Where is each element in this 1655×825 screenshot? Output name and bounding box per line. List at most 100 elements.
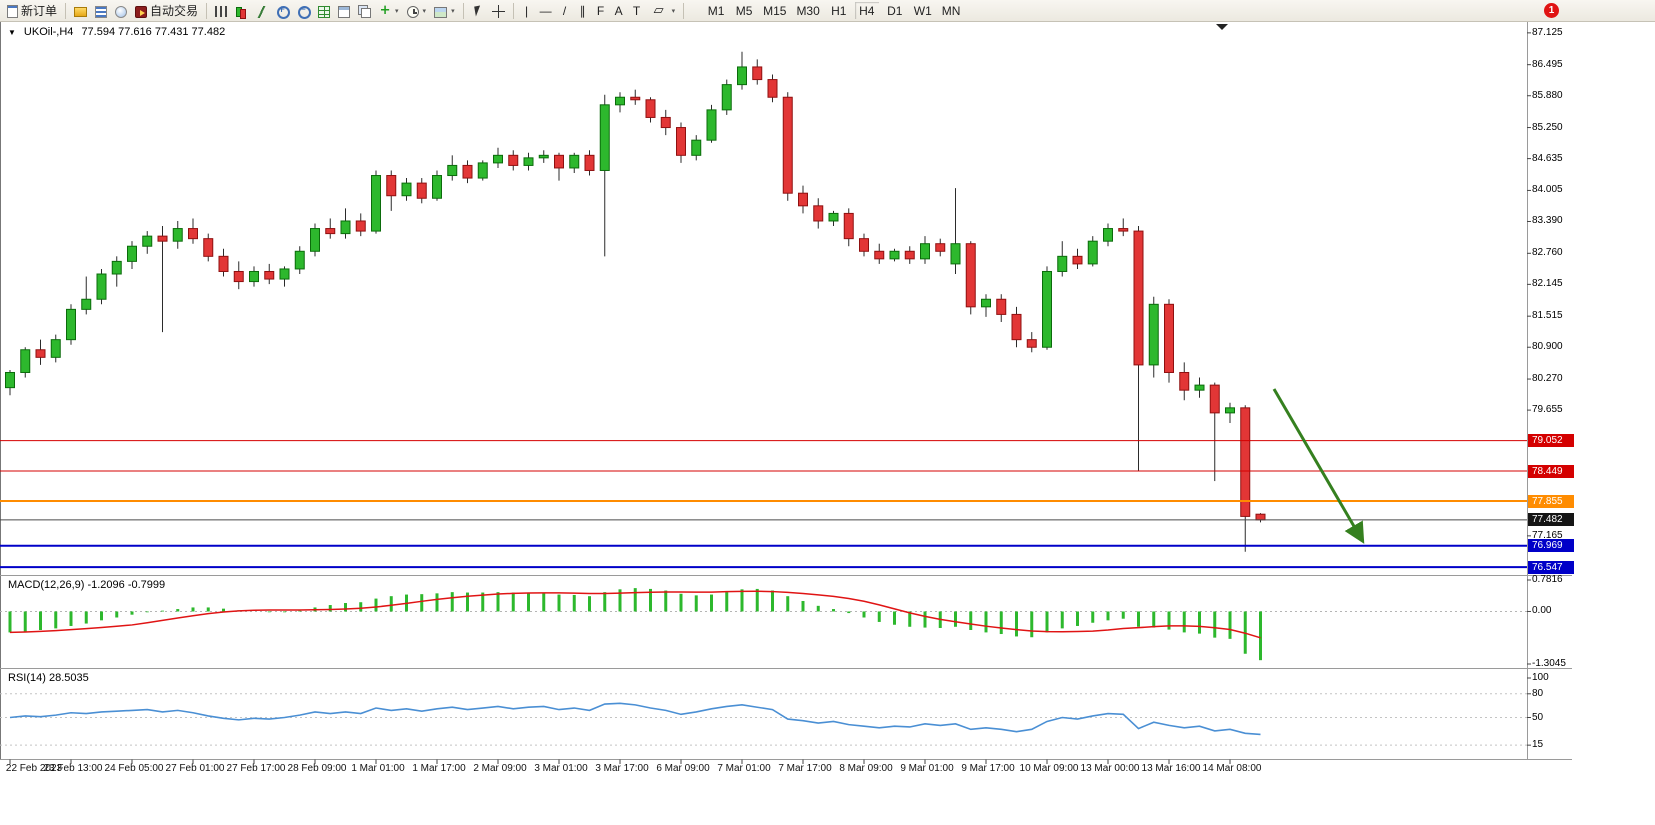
templates-button[interactable] <box>70 1 91 20</box>
candle-body-up <box>569 154 580 169</box>
add-indicator-button[interactable]: ▾ <box>375 1 403 20</box>
market-watch-button[interactable] <box>91 1 111 20</box>
timeframe-m1[interactable]: M1 <box>703 1 729 20</box>
tile-windows-button[interactable] <box>334 1 354 20</box>
candle <box>1087 236 1098 267</box>
candle <box>1133 226 1144 471</box>
candle-body-down <box>218 255 229 272</box>
timeframe-h1[interactable]: H1 <box>826 1 852 20</box>
candle-body-up <box>1225 407 1235 414</box>
candle-body-down <box>965 243 976 308</box>
candle <box>172 220 183 249</box>
add-indicator-icon <box>379 4 391 17</box>
autotrading-button[interactable]: 自动交易 <box>131 1 202 20</box>
candle <box>386 170 397 211</box>
text-tool-button[interactable]: A <box>610 1 628 20</box>
annotation-arrow[interactable] <box>1272 388 1365 544</box>
snapshot-button[interactable]: ▾ <box>430 1 459 20</box>
scroll-end-marker[interactable] <box>1216 24 1228 30</box>
crosshair-button[interactable] <box>488 1 509 20</box>
candle-body-up <box>981 298 991 308</box>
zoom-in-icon <box>276 5 291 19</box>
candle-body-down <box>904 250 915 260</box>
candle <box>127 241 137 269</box>
candle <box>599 94 610 257</box>
timeframe-m5[interactable]: M5 <box>731 1 757 20</box>
candle-body-down <box>35 349 46 358</box>
candle <box>1103 223 1113 247</box>
shapes-button[interactable]: ▱ ▾ <box>646 1 680 20</box>
new-order-label: 新订单 <box>21 4 58 18</box>
timeframe-d1[interactable]: D1 <box>882 1 908 20</box>
trendline-button[interactable]: / <box>556 1 574 20</box>
timeframe-group: M1 M5 M15 M30 H1 H4 D1 W1 MN <box>702 1 965 20</box>
line-chart-icon <box>255 5 269 18</box>
candle-body-down <box>798 192 808 207</box>
candle <box>249 266 259 287</box>
candle <box>111 256 122 287</box>
candle-body-down <box>782 96 793 194</box>
candle <box>630 89 641 105</box>
timeframe-m15[interactable]: M15 <box>759 1 790 20</box>
candle-body-down <box>157 235 168 242</box>
candle <box>523 152 534 171</box>
candlestick-chart-icon <box>235 5 247 19</box>
candle <box>1148 296 1159 378</box>
candle <box>721 79 732 115</box>
channel-button[interactable]: ∥ <box>574 1 592 20</box>
navigator-icon <box>115 5 128 18</box>
clock-icon <box>406 5 419 18</box>
bar-chart-button[interactable] <box>211 1 231 20</box>
dropdown-caret-icon: ▾ <box>422 6 427 15</box>
candle <box>310 223 320 257</box>
grid-button[interactable] <box>314 1 334 20</box>
zoom-out-button[interactable] <box>293 1 314 20</box>
candle-body-up <box>371 175 381 232</box>
candle <box>981 294 991 317</box>
dropdown-caret-icon: ▾ <box>395 6 399 15</box>
bar-chart-icon <box>215 6 228 17</box>
candle-body-up <box>737 66 747 86</box>
candle <box>1057 241 1068 277</box>
candle <box>340 208 351 239</box>
toolbar-separator <box>65 2 67 19</box>
vertical-line-button[interactable]: | <box>518 1 536 20</box>
notification-badge[interactable]: 1 <box>1544 3 1559 18</box>
candle-body-up <box>279 268 290 280</box>
navigator-button[interactable] <box>111 1 131 20</box>
candle-body-down <box>188 228 198 240</box>
dropdown-caret-icon: ▾ <box>671 6 676 15</box>
cursor-button[interactable] <box>468 1 488 20</box>
candle <box>1011 306 1022 348</box>
candle <box>233 261 244 290</box>
zoom-in-button[interactable] <box>272 1 293 20</box>
candle-body-down <box>1011 313 1022 341</box>
candle <box>538 150 549 163</box>
new-order-button[interactable]: 新订单 <box>3 1 61 20</box>
candle <box>264 263 275 285</box>
periods-button[interactable]: ▾ <box>403 1 431 20</box>
candle-body-up <box>615 96 625 106</box>
candle-body-up <box>1103 228 1113 242</box>
candle <box>5 369 15 396</box>
cascade-windows-button[interactable] <box>354 1 375 20</box>
candle <box>889 248 900 262</box>
timeframe-m30[interactable]: M30 <box>792 1 823 20</box>
fibonacci-button[interactable]: F <box>592 1 610 20</box>
candle-body-up <box>1087 240 1098 265</box>
timeframe-h4[interactable]: H4 <box>854 1 880 20</box>
candle-body-up <box>447 164 458 177</box>
candlestick-chart-button[interactable] <box>231 1 251 20</box>
line-chart-button[interactable] <box>251 1 272 20</box>
horizontal-line-button[interactable]: — <box>536 1 556 20</box>
label-tool-button[interactable]: T <box>628 1 646 20</box>
macd-histogram <box>8 588 1262 661</box>
candle <box>81 276 92 315</box>
candle-body-up <box>294 250 305 270</box>
candle <box>996 294 1007 322</box>
timeframe-w1[interactable]: W1 <box>910 1 936 20</box>
tile-windows-icon <box>338 5 351 18</box>
candle <box>20 347 31 378</box>
timeframe-mn[interactable]: MN <box>938 1 965 20</box>
